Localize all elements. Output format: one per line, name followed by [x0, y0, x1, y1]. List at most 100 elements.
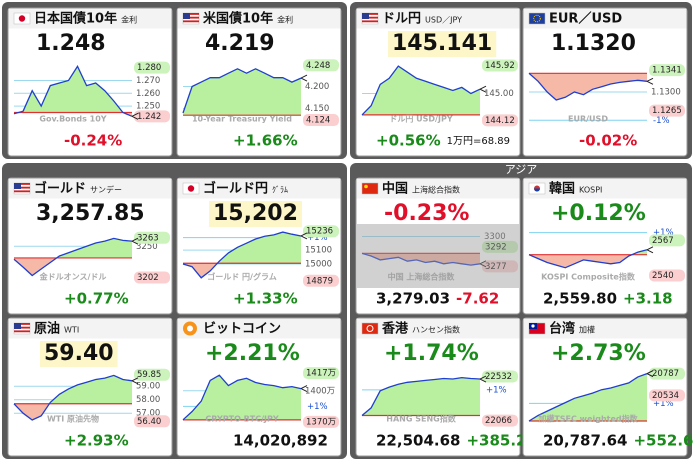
card — [522, 177, 688, 315]
card-header — [523, 8, 687, 29]
range-badge — [649, 269, 685, 282]
flag — [362, 16, 378, 19]
flag — [528, 12, 546, 25]
flag — [364, 184, 368, 189]
watermark: EUR/USD — [568, 115, 608, 124]
card-header — [356, 8, 520, 29]
range-badge — [482, 114, 518, 127]
watermark: 加權TSEC weighted指数 — [537, 414, 638, 424]
card-title: 台湾 — [549, 321, 575, 337]
range-badge — [649, 104, 685, 117]
headline-value: 59.40 — [44, 341, 114, 366]
y-tick-label: 1.260 — [136, 89, 160, 99]
headline-value: 145.141 — [392, 31, 492, 56]
price-line — [182, 231, 302, 279]
flag — [183, 16, 199, 19]
range-badge — [649, 367, 685, 380]
range-label: 56.40 — [137, 417, 161, 427]
card-title: ゴールド — [34, 181, 86, 197]
watermark: CRYPTO BTC/JPY — [205, 415, 278, 424]
price-line — [182, 68, 302, 114]
flag — [187, 325, 193, 332]
y-tick-label: 3300 — [484, 232, 506, 242]
bottom-value: +552.61 — [633, 432, 694, 450]
bottom-value: -7.62 — [456, 290, 499, 308]
flag — [14, 326, 30, 329]
card-subtitle: サンデー — [90, 185, 122, 195]
range-label: 145.92 — [485, 61, 515, 71]
flag — [18, 15, 26, 22]
y-tick-label: 58.00 — [136, 395, 160, 405]
range-badge — [649, 389, 685, 402]
last-arrow — [479, 260, 487, 268]
card-header — [177, 178, 341, 199]
range-badge — [303, 59, 339, 72]
range-label: 3277 — [485, 262, 507, 272]
flag — [362, 13, 378, 15]
card-title: 韓国 — [549, 181, 575, 197]
card-header — [177, 8, 341, 29]
headline-value: -0.23% — [384, 201, 469, 226]
card-header — [523, 178, 687, 199]
y-tick-label: 15100 — [305, 246, 332, 256]
y-tick-label: 59.00 — [136, 382, 160, 392]
watermark: 10-Year Treasury Yield — [192, 115, 292, 124]
range-label: 3202 — [137, 273, 159, 283]
y-tick-label: 15000 — [305, 259, 332, 269]
flag — [14, 183, 21, 189]
watermark: 中国 上海総合指数 — [388, 272, 456, 282]
headline-bg — [388, 31, 497, 57]
card-title: 中国 — [382, 181, 408, 197]
last-arrow — [646, 370, 654, 378]
range-label: 1370万 — [306, 417, 336, 427]
range-label: 3292 — [485, 242, 507, 252]
y-tick-label: 1400万 — [305, 386, 335, 396]
card-title: EUR／USD — [549, 11, 622, 27]
range-label: 1.1265 — [652, 106, 682, 116]
bottom-value: +1.66% — [233, 132, 298, 150]
price-line — [13, 237, 133, 277]
headline-value: 15,202 — [213, 201, 298, 226]
area-up — [217, 232, 301, 264]
card-title: 原油 — [34, 321, 60, 337]
price-line — [361, 252, 481, 266]
card-subtitle: WTI — [64, 326, 79, 335]
area-up — [183, 375, 301, 420]
pct-label: +1% — [307, 233, 328, 243]
bottom-value: +0.56% — [376, 132, 441, 150]
headline-value: 1.248 — [36, 31, 106, 56]
price-line — [528, 249, 648, 269]
pct-label: +1% — [486, 385, 507, 395]
card-title: 日本国債10年 — [34, 11, 117, 27]
last-arrow — [131, 237, 139, 245]
headline-bg — [209, 201, 302, 227]
watermark: HANG SENG指数 — [386, 414, 456, 424]
range-label: 2567 — [652, 236, 674, 246]
range-label: 59.85 — [137, 370, 161, 380]
range-badge — [482, 240, 518, 253]
section-title: アジア — [505, 163, 538, 176]
last-arrow — [131, 112, 139, 120]
range-label: 1417万 — [306, 369, 336, 379]
bottom-value: +0.77% — [64, 290, 129, 308]
flag — [362, 20, 378, 23]
flag — [14, 330, 30, 333]
card-subtitle: 加權 — [579, 325, 595, 335]
headline-value: +2.21% — [205, 341, 300, 366]
range-badge — [303, 367, 339, 380]
bottom-value: 14,020,892 — [233, 432, 328, 450]
card-title: 米国債10年 — [203, 11, 273, 27]
last-arrow — [479, 375, 487, 383]
area-up — [14, 238, 132, 258]
range-badge — [649, 64, 685, 77]
area-down — [529, 254, 647, 268]
headline-value: 3,257.85 — [36, 201, 145, 226]
card-subtitle: 上海総合指数 — [412, 185, 460, 195]
range-badge — [649, 234, 685, 247]
range-label: 3263 — [137, 233, 159, 243]
price-line — [361, 376, 481, 416]
range-badge — [482, 260, 518, 273]
y-tick-label: 1.1300 — [651, 88, 681, 98]
card-title: ゴールド円 — [203, 181, 268, 197]
range-badge — [303, 114, 339, 127]
